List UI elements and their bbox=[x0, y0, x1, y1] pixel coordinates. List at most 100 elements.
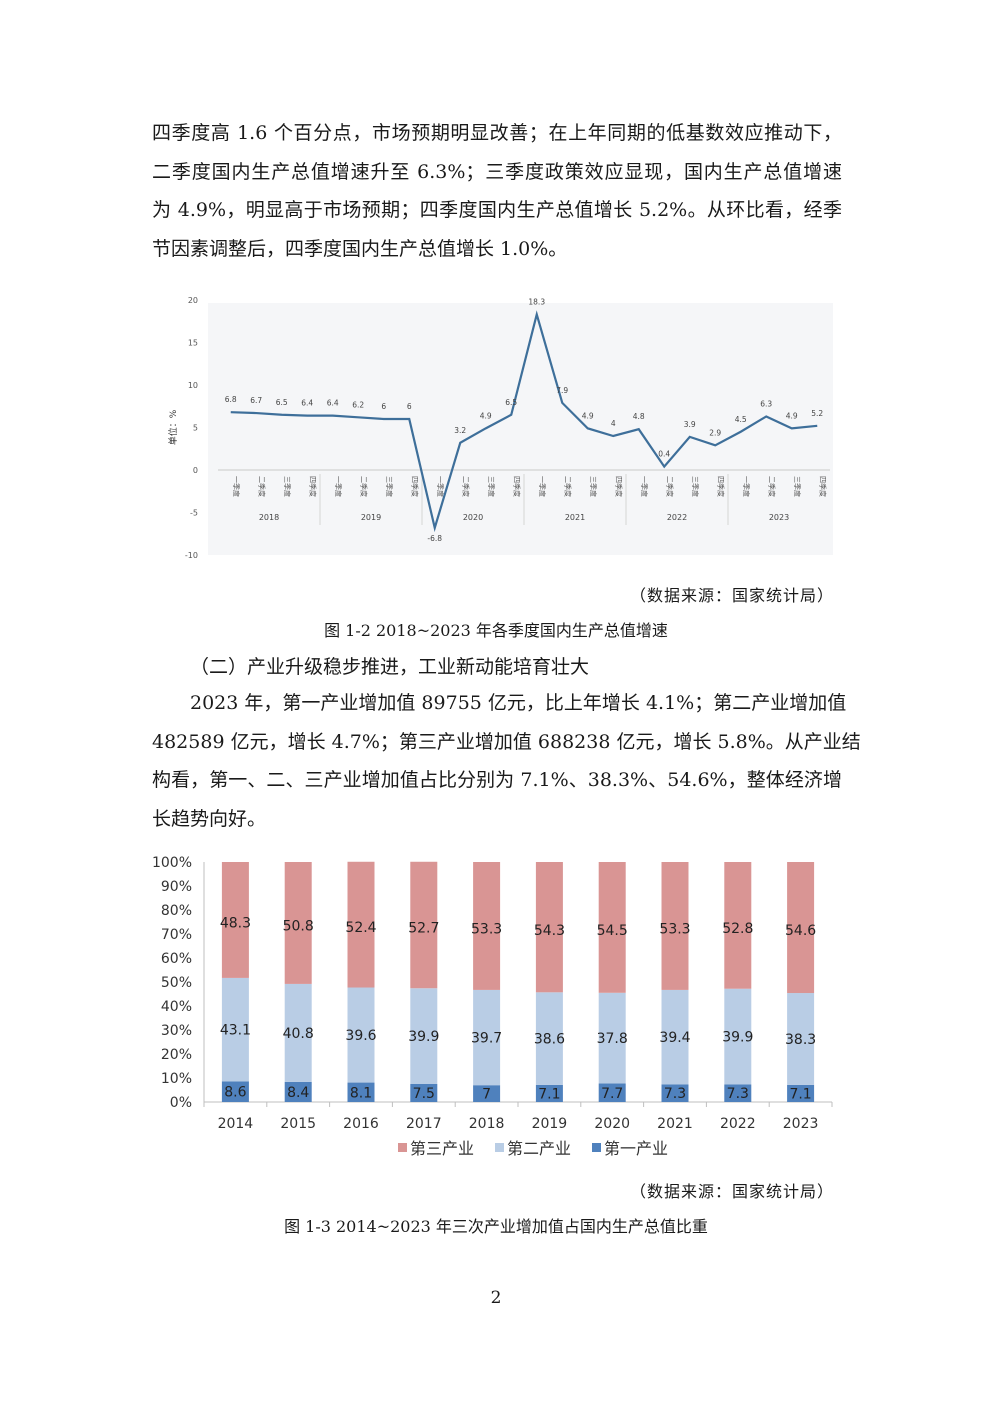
plot-background bbox=[208, 303, 833, 555]
quarter-tick-label: 四季度 bbox=[512, 476, 521, 497]
figure-2-caption: 图 1-3 2014~2023 年三次产业增加值占国内生产总值比重 bbox=[284, 1217, 708, 1236]
data-label: 7.7 bbox=[601, 1086, 623, 1102]
legend-label: 第一产业 bbox=[604, 1139, 668, 1158]
y-tick-label: 80% bbox=[161, 903, 192, 919]
x-tick-label: 2018 bbox=[469, 1116, 505, 1132]
data-label: 40.8 bbox=[283, 1026, 314, 1042]
year-label: 2021 bbox=[565, 513, 585, 522]
data-label: 7.9 bbox=[556, 386, 568, 395]
quarter-tick-label: 三季度 bbox=[385, 476, 394, 497]
y-tick-label: -5 bbox=[190, 509, 198, 518]
paragraph-2-line: 2023 年，第一产业增加值 89755 亿元，比上年增长 4.1%；第二产业增… bbox=[190, 692, 847, 714]
data-label: 6.4 bbox=[301, 399, 313, 408]
y-tick-label: 60% bbox=[161, 951, 192, 967]
data-label: 39.4 bbox=[659, 1030, 690, 1046]
gdp-growth-line-chart: 20 15 10 5 0 -5 -10 单位：% 一季度 二季度 三季度 四季度 一季度 二季度 三季度 四季… bbox=[167, 296, 833, 560]
figure-1-source: （数据来源：国家统计局） bbox=[629, 586, 834, 605]
paragraph-1-line: 四季度高 1.6 个百分点，市场预期明显改善；在上年同期的低基数效应推动下， bbox=[152, 122, 842, 144]
data-label: 6.8 bbox=[225, 395, 237, 404]
figure-1-caption: 图 1-2 2018~2023 年各季度国内生产总值增速 bbox=[324, 621, 668, 640]
x-tick-label: 2022 bbox=[720, 1116, 756, 1132]
y-tick-label: 10% bbox=[161, 1071, 192, 1087]
y-tick-label: -10 bbox=[185, 551, 198, 560]
bar-segment bbox=[661, 1084, 689, 1102]
quarter-tick-label: 一季度 bbox=[232, 476, 241, 497]
data-label: 52.8 bbox=[722, 921, 753, 937]
y-tick-label: 15 bbox=[188, 339, 198, 348]
quarter-tick-label: 一季度 bbox=[742, 476, 751, 497]
data-label: 5.2 bbox=[811, 409, 823, 418]
x-tick-label: 2019 bbox=[532, 1116, 568, 1132]
quarter-tick-label: 二季度 bbox=[767, 476, 776, 497]
data-label: 7.3 bbox=[664, 1086, 686, 1102]
legend-swatch bbox=[495, 1143, 504, 1152]
data-label: 54.6 bbox=[785, 923, 816, 939]
data-label: 43.1 bbox=[220, 1023, 251, 1039]
data-label: 6.2 bbox=[352, 400, 364, 409]
bar-segment bbox=[410, 988, 438, 1084]
data-label: 7 bbox=[482, 1087, 491, 1103]
data-label: 8.6 bbox=[224, 1085, 246, 1101]
data-label: 7.3 bbox=[727, 1086, 749, 1102]
quarter-tick-label: 一季度 bbox=[334, 476, 343, 497]
bar-segment bbox=[347, 861, 375, 988]
data-label: 8.4 bbox=[287, 1085, 309, 1101]
bar-segment bbox=[724, 988, 752, 1085]
quarter-tick-label: 一季度 bbox=[640, 476, 649, 497]
data-label: 38.6 bbox=[534, 1032, 565, 1048]
year-label: 2018 bbox=[259, 513, 279, 522]
quarter-tick-label: 一季度 bbox=[436, 476, 445, 497]
bar-segment bbox=[787, 862, 815, 994]
data-label: 53.3 bbox=[471, 922, 502, 938]
data-label: 6.5 bbox=[276, 398, 288, 407]
data-label: 3.9 bbox=[684, 420, 696, 429]
section-heading: （二）产业升级稳步推进，工业新动能培育壮大 bbox=[190, 656, 590, 678]
data-label: 39.9 bbox=[408, 1029, 439, 1045]
quarter-tick-label: 三季度 bbox=[793, 476, 802, 497]
figure-2-source: （数据来源：国家统计局） bbox=[629, 1182, 834, 1201]
legend-label: 第三产业 bbox=[410, 1139, 474, 1158]
paragraph-1: 四季度高 1.6 个百分点，市场预期明显改善；在上年同期的低基数效应推动下， 二… bbox=[152, 114, 842, 268]
quarter-tick-label: 二季度 bbox=[665, 476, 674, 497]
quarter-tick-label: 四季度 bbox=[308, 476, 317, 497]
data-label: 4.5 bbox=[735, 415, 747, 424]
y-tick-label: 10 bbox=[188, 381, 198, 390]
quarter-tick-label: 四季度 bbox=[614, 476, 623, 497]
data-label: 4.9 bbox=[480, 411, 492, 420]
bar-segment bbox=[661, 862, 689, 990]
bar-segment bbox=[724, 862, 752, 989]
data-label: 6.4 bbox=[327, 399, 339, 408]
bar-segment bbox=[473, 1085, 501, 1102]
legend-swatch bbox=[592, 1143, 601, 1152]
quarter-tick-label: 四季度 bbox=[410, 476, 419, 497]
y-tick-label: 90% bbox=[161, 879, 192, 895]
y-tick-label: 50% bbox=[161, 975, 192, 991]
bar-segment bbox=[347, 1082, 375, 1102]
bar-segment bbox=[284, 983, 312, 1082]
bar-segment bbox=[598, 1083, 626, 1102]
y-axis-label: 单位：% bbox=[167, 409, 179, 445]
bar-segment bbox=[221, 977, 249, 1082]
quarter-tick-label: 四季度 bbox=[818, 476, 827, 497]
x-tick-label: 2020 bbox=[594, 1116, 630, 1132]
x-tick-label: 2021 bbox=[657, 1116, 693, 1132]
quarter-tick-label: 三季度 bbox=[283, 476, 292, 497]
industry-share-stacked-bar-chart: 100% 90% 80% 70% 60% 50% 40% 30% 20% 10% 0% 8.6 43.1… bbox=[152, 855, 833, 1158]
paragraph-1-line: 节因素调整后，四季度国内生产总值增长 1.0%。 bbox=[152, 237, 568, 260]
y-tick-label: 0 bbox=[193, 466, 198, 475]
year-label: 2019 bbox=[361, 513, 381, 522]
bar-segment bbox=[473, 989, 501, 1086]
bar-segment bbox=[410, 861, 438, 989]
data-label: 52.7 bbox=[408, 921, 439, 937]
y-tick-label: 5 bbox=[193, 424, 198, 433]
data-label: 39.9 bbox=[722, 1030, 753, 1046]
data-label: 39.7 bbox=[471, 1031, 502, 1047]
y-tick-label: 100% bbox=[152, 855, 192, 871]
data-label: 54.3 bbox=[534, 923, 565, 939]
data-label: 37.8 bbox=[597, 1031, 628, 1047]
data-label: -6.8 bbox=[427, 534, 442, 543]
data-label: 8.1 bbox=[350, 1085, 372, 1101]
quarter-tick-label: 一季度 bbox=[538, 476, 547, 497]
data-label: 4.9 bbox=[582, 411, 594, 420]
y-tick-label: 70% bbox=[161, 927, 192, 943]
